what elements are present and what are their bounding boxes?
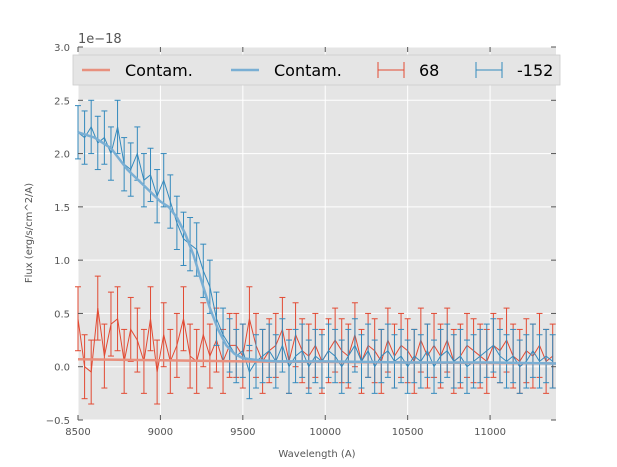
legend-entry: 68 <box>377 61 439 80</box>
y-axis-ticks: −0.5 0.0 0.5 1.0 1.5 2.0 2.5 3.0 <box>46 43 556 427</box>
y-offset-text: 1e−18 <box>78 32 122 47</box>
x-axis-ticks: 8500 9000 9500 10000 10500 11000 <box>65 47 506 438</box>
legend-label: 68 <box>419 61 439 80</box>
y-tick-label: 2.0 <box>54 150 70 161</box>
x-tick-label: 11000 <box>474 427 506 438</box>
y-tick-label: 0.0 <box>54 363 70 374</box>
y-tick-label: 0.5 <box>54 309 70 320</box>
x-tick-label: 9000 <box>148 427 173 438</box>
x-tick-label: 10000 <box>309 427 341 438</box>
x-tick-label: 8500 <box>65 427 90 438</box>
y-tick-label: −0.5 <box>46 416 70 427</box>
series-1-contam <box>77 131 557 365</box>
x-tick-label: 9500 <box>230 427 255 438</box>
grid-lines <box>77 46 556 421</box>
legend-entry: Contam. <box>231 61 342 80</box>
y-axis-label: Flux (erg/s/cm^2/A) <box>24 183 35 283</box>
y-tick-label: 3.0 <box>54 43 70 54</box>
legend: Contam. Contam. 68 -152 <box>72 54 561 86</box>
x-tick-label: 10500 <box>392 427 424 438</box>
x-axis-label: Wavelength (A) <box>278 449 355 460</box>
contam-line <box>77 131 557 365</box>
legend-entry: -152 <box>475 61 553 80</box>
legend-label: Contam. <box>125 61 193 80</box>
legend-entry: Contam. <box>82 61 193 80</box>
series-layer <box>75 99 557 405</box>
y-tick-label: 2.5 <box>54 96 70 107</box>
y-tick-label: 1.5 <box>54 203 70 214</box>
y-tick-label: 1.0 <box>54 256 70 267</box>
legend-label: -152 <box>517 61 553 80</box>
legend-label: Contam. <box>274 61 342 80</box>
